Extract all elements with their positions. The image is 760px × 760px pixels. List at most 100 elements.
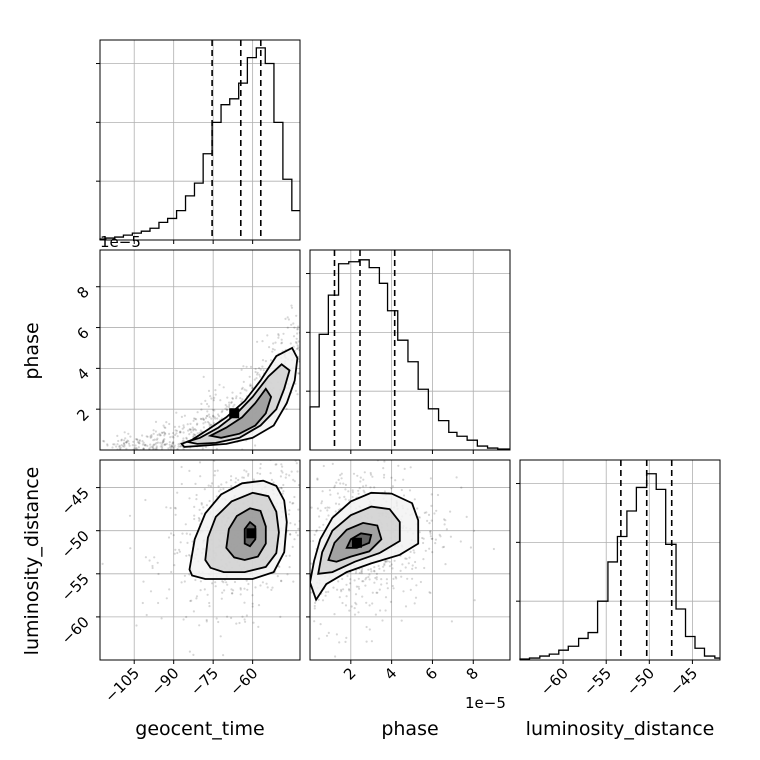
sample-point <box>196 432 199 435</box>
sample-point <box>194 417 197 420</box>
sample-point <box>339 482 342 485</box>
sample-point <box>332 586 335 589</box>
sample-point <box>211 582 214 585</box>
sample-point <box>247 582 250 586</box>
sample-point <box>304 548 306 550</box>
sample-point <box>361 595 364 598</box>
y-tick-label: 4 <box>73 365 92 384</box>
sample-point <box>322 523 325 526</box>
sample-point <box>173 446 176 449</box>
sample-point <box>264 360 267 363</box>
sample-point <box>192 433 195 436</box>
sample-point <box>171 443 174 446</box>
sample-point <box>449 535 452 538</box>
sample-point <box>200 418 203 421</box>
sample-point <box>148 559 151 562</box>
sample-point <box>232 405 235 408</box>
sample-point <box>145 453 147 455</box>
sample-point <box>261 365 264 368</box>
sample-point <box>277 333 280 336</box>
sample-point <box>202 375 205 378</box>
sample-point <box>284 584 286 586</box>
sample-point <box>190 431 193 434</box>
sample-point <box>135 452 137 454</box>
sample-point <box>261 359 265 362</box>
sample-point <box>230 401 233 404</box>
sample-point <box>119 446 122 449</box>
sample-point <box>271 586 274 589</box>
sample-point <box>195 597 198 600</box>
sample-point <box>170 455 172 457</box>
sample-point <box>438 533 441 537</box>
sample-point <box>423 511 426 514</box>
sample-point <box>275 463 278 466</box>
histogram-geocent-time <box>99 47 300 240</box>
sample-point <box>198 518 201 521</box>
sample-point <box>283 603 285 605</box>
sample-point <box>347 588 351 591</box>
x-axis-label-geocent-time: geocent_time <box>135 718 264 740</box>
sample-point <box>293 538 296 541</box>
sample-point <box>138 440 141 443</box>
sample-point <box>397 464 400 467</box>
sample-point <box>300 565 302 567</box>
sample-point <box>303 341 305 343</box>
sample-point <box>412 549 415 552</box>
sample-point <box>120 439 123 442</box>
sample-point <box>207 405 210 408</box>
sample-point <box>443 523 446 526</box>
sample-point <box>202 418 205 421</box>
sample-point <box>429 535 432 538</box>
sample-point <box>120 444 123 447</box>
sample-point <box>429 532 432 535</box>
contour-line <box>243 520 257 548</box>
sample-point <box>413 551 416 554</box>
sample-point <box>245 579 248 582</box>
sample-point <box>125 441 128 444</box>
x-tick-label: 8 <box>463 664 482 683</box>
sample-point <box>213 474 216 477</box>
sample-point <box>384 609 387 612</box>
x-tick-label: −60 <box>226 664 261 699</box>
sample-point <box>413 602 416 605</box>
sample-point <box>195 429 198 432</box>
density-level <box>186 364 290 444</box>
sample-point <box>164 432 167 436</box>
sample-point <box>286 316 289 319</box>
sample-point <box>239 397 242 400</box>
sample-point <box>280 463 283 466</box>
sample-point <box>251 605 254 608</box>
sample-point <box>239 593 242 596</box>
sample-point <box>186 423 189 426</box>
sample-point <box>241 386 244 389</box>
sample-point <box>316 478 319 481</box>
sample-point <box>434 542 437 545</box>
sample-point <box>161 445 164 448</box>
sample-point <box>142 447 145 450</box>
sample-point <box>192 428 195 431</box>
sample-point <box>357 577 360 580</box>
sample-point <box>271 347 274 351</box>
sample-point <box>224 407 227 410</box>
sample-point <box>240 400 243 403</box>
sample-point <box>365 601 368 604</box>
sample-point <box>449 510 452 513</box>
sample-point <box>352 472 356 475</box>
sample-point <box>228 401 231 404</box>
sample-point <box>205 618 208 622</box>
panel-frame <box>519 459 721 661</box>
sample-point <box>200 503 203 506</box>
sample-point <box>195 418 198 421</box>
sample-point <box>219 635 222 638</box>
sample-point <box>180 465 183 469</box>
sample-point <box>472 529 476 532</box>
sample-point <box>154 447 158 450</box>
sample-point <box>280 579 283 582</box>
offset-text-geocent-time: 1e−5 <box>100 233 141 251</box>
sample-point <box>175 411 178 414</box>
sample-point <box>303 363 305 365</box>
sample-point <box>353 607 356 610</box>
sample-point <box>243 601 246 604</box>
sample-point <box>429 530 432 534</box>
sample-point <box>333 484 336 487</box>
